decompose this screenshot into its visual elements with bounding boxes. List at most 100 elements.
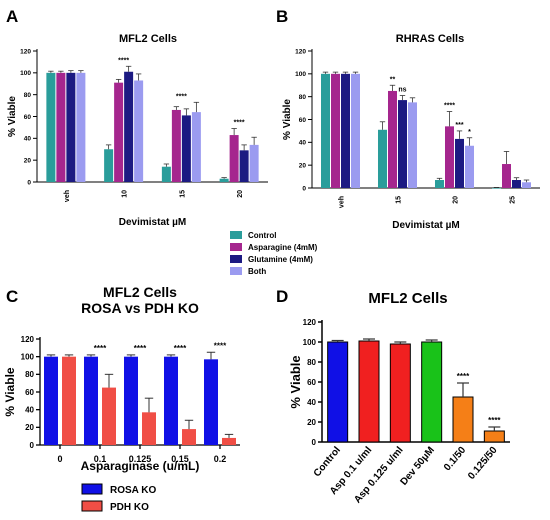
x-tick-label: 0.125/50	[466, 445, 500, 482]
bar	[46, 72, 56, 182]
y-tick-label: 60	[307, 378, 316, 387]
bar	[351, 73, 360, 188]
y-tick-label: 80	[25, 370, 34, 379]
y-tick-label: 20	[24, 157, 32, 164]
bar	[388, 90, 397, 188]
x-tick-label: veh	[339, 196, 346, 208]
bar	[502, 164, 511, 188]
x-axis-label: Devimistat µM	[119, 217, 186, 228]
bar	[512, 180, 521, 188]
bar	[219, 178, 229, 182]
bar	[452, 396, 474, 443]
bar	[249, 144, 259, 182]
significance-label: *	[468, 129, 471, 136]
bar	[465, 145, 474, 188]
bar	[522, 182, 531, 188]
significance-label: ****	[214, 341, 227, 350]
x-tick-label: 0.2	[214, 454, 227, 464]
y-tick-label: 0	[312, 438, 317, 447]
x-tick-label: 15	[396, 196, 403, 204]
bar	[134, 80, 144, 182]
bar	[56, 72, 66, 182]
y-tick-label: 60	[25, 388, 34, 397]
legend-swatch	[230, 255, 242, 263]
legend-c: ROSA KO PDH KO	[81, 483, 157, 513]
y-tick-label: 20	[299, 162, 307, 169]
bar	[239, 150, 249, 182]
y-tick-label: 120	[20, 48, 31, 55]
y-tick-label: 40	[25, 405, 34, 414]
x-axis-label: Asparaginase (u/mL)	[81, 459, 200, 473]
y-tick-label: 40	[307, 398, 316, 407]
panel-label-a: A	[6, 7, 18, 26]
bar	[76, 72, 86, 182]
bar	[142, 412, 156, 445]
bar	[331, 73, 340, 188]
significance-label: ****	[488, 416, 501, 425]
x-tick-label: 0.1/50	[442, 445, 469, 474]
y-tick-label: 100	[295, 71, 306, 78]
bar	[104, 149, 114, 182]
x-tick-label: 0.15	[171, 454, 189, 464]
bar	[62, 356, 76, 445]
bar	[455, 138, 464, 188]
y-tick-label: 120	[295, 48, 306, 55]
legend-swatch	[81, 483, 103, 495]
y-tick-label: 0	[30, 441, 35, 450]
bar	[191, 112, 201, 182]
x-tick-label: 20	[237, 190, 244, 198]
bar	[378, 129, 387, 188]
bar	[492, 188, 501, 189]
x-tick-label: 10	[122, 190, 129, 198]
x-tick-label: 0.125	[129, 454, 152, 464]
x-tick-label: Control	[312, 445, 343, 479]
bar	[171, 109, 181, 182]
legend-label: Both	[248, 267, 266, 276]
y-tick-label: 20	[307, 418, 316, 427]
bar	[358, 340, 380, 443]
bar	[161, 166, 171, 182]
bar	[182, 429, 196, 445]
chart-title: MFL2 Cells	[119, 33, 177, 45]
y-axis-label: % Viable	[288, 355, 303, 408]
bar	[341, 73, 350, 188]
panel-label-d: D	[276, 287, 288, 306]
bar	[421, 341, 443, 443]
panel-label-c: C	[6, 287, 18, 306]
legend-a-b: Control Asparagine (4mM) Glutamine (4mM) Bo…	[230, 231, 318, 276]
bar	[66, 72, 76, 182]
significance-label: ns	[398, 87, 406, 94]
bar	[44, 356, 58, 445]
panel-b-chart: RHRAS Cells 0 20 40 60 80 100 120 % Viable veh 15 *…	[282, 33, 540, 231]
y-tick-label: 100	[20, 70, 31, 77]
y-axis-label: % Viable	[3, 367, 17, 416]
bar	[124, 71, 134, 182]
legend-swatch	[230, 243, 242, 251]
significance-label: **	[390, 76, 396, 83]
y-tick-label: 0	[302, 185, 306, 192]
x-tick-label: 0	[57, 454, 62, 464]
bar	[389, 343, 411, 443]
bar	[435, 180, 444, 188]
legend-swatch	[230, 231, 242, 239]
y-axis-label: % Viable	[7, 96, 18, 137]
x-tick-label: veh	[64, 190, 71, 202]
bar	[483, 430, 505, 443]
x-tick-label: 0.1	[94, 454, 107, 464]
legend-label: ROSA KO	[110, 485, 157, 496]
bar	[204, 359, 218, 445]
bar	[398, 100, 407, 188]
panel-label-b: B	[276, 7, 288, 26]
y-tick-label: 80	[307, 358, 316, 367]
x-tick-label: 15	[179, 190, 186, 198]
bar	[445, 126, 454, 188]
significance-label: ****	[234, 120, 245, 127]
significance-label: ****	[134, 344, 147, 353]
bar	[164, 356, 178, 445]
significance-label: ****	[444, 103, 455, 110]
legend-label: Asparagine (4mM)	[248, 243, 318, 252]
y-tick-label: 60	[299, 117, 307, 124]
significance-label: ****	[118, 57, 129, 64]
significance-label: ****	[176, 93, 187, 100]
